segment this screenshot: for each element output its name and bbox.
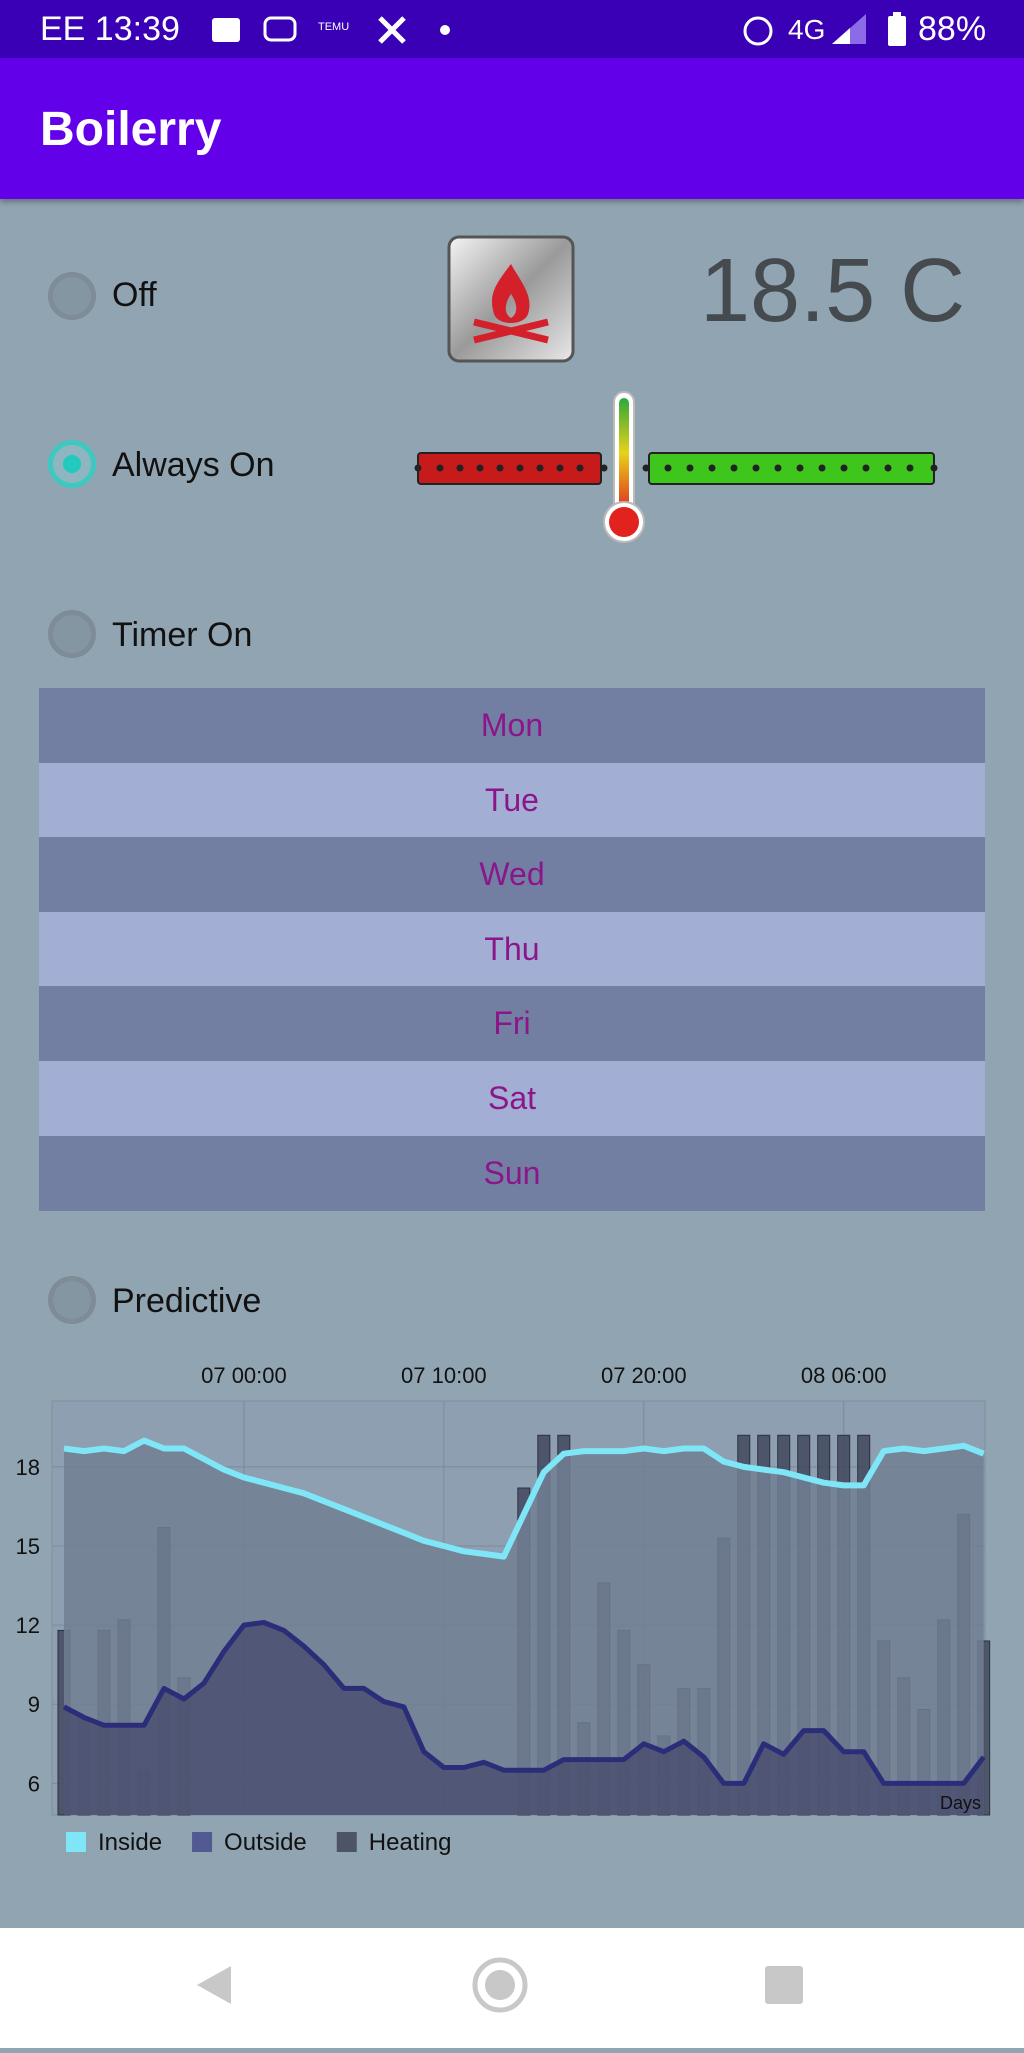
mode-label[interactable]: Predictive bbox=[112, 1282, 262, 1320]
radio-predictive[interactable] bbox=[48, 1276, 96, 1324]
app-bar: Boilerry bbox=[0, 58, 1024, 199]
series-line bbox=[62, 1620, 986, 1786]
day-row[interactable]: Sat bbox=[39, 1061, 985, 1136]
nav-buttons bbox=[197, 1957, 803, 2013]
mode-label[interactable]: Off bbox=[112, 276, 157, 314]
mode-label[interactable]: Always On bbox=[112, 446, 275, 484]
radio-off[interactable] bbox=[48, 272, 96, 320]
x-tick-label: 07 10:00 bbox=[401, 1363, 487, 1388]
y-tick-label: 6 bbox=[28, 1771, 40, 1796]
x-tick-label: 07 20:00 bbox=[601, 1363, 687, 1388]
legend-swatch bbox=[192, 1832, 213, 1852]
app-title: Boilerry bbox=[40, 103, 222, 156]
battery-icon bbox=[888, 12, 906, 46]
x-tick-label: 07 00:00 bbox=[201, 1363, 287, 1388]
legend-swatch bbox=[66, 1832, 86, 1852]
signal-icon bbox=[832, 14, 866, 44]
temperature: 18.5 C bbox=[700, 241, 966, 341]
day-row[interactable]: Thu bbox=[39, 911, 985, 987]
status-time: EE 13:39 bbox=[40, 10, 180, 48]
status-icons: TEMU bbox=[212, 16, 450, 44]
day-row[interactable]: Tue bbox=[39, 762, 985, 838]
nav-bar bbox=[0, 1928, 1024, 2048]
day-row[interactable]: Mon bbox=[39, 688, 985, 763]
y-tick-label: 18 bbox=[16, 1455, 40, 1480]
legend-label: Heating bbox=[369, 1829, 452, 1856]
y-tick-label: 9 bbox=[28, 1692, 40, 1717]
series-line bbox=[63, 1437, 985, 1560]
x-tick-label: 08 06:00 bbox=[801, 1363, 887, 1388]
day-row[interactable]: Fri bbox=[39, 986, 985, 1062]
legend-label: Outside bbox=[224, 1829, 307, 1856]
home-button[interactable] bbox=[472, 1957, 528, 2013]
back-button[interactable] bbox=[197, 1966, 231, 2004]
fire-button[interactable] bbox=[446, 234, 576, 364]
y-tick-label: 15 bbox=[16, 1534, 40, 1559]
temperature-slider[interactable] bbox=[410, 388, 950, 548]
radio-always-on[interactable] bbox=[48, 440, 96, 488]
battery: 88% bbox=[918, 10, 987, 48]
y-tick-label: 12 bbox=[16, 1613, 40, 1638]
alarm-icon bbox=[743, 16, 773, 46]
chart: 6 9 12 15 18 07 00:00 07 10:00 07 20:00 08 06:00… bbox=[16, 1363, 991, 1856]
network: 4G bbox=[788, 14, 826, 45]
svg-text:TEMU: TEMU bbox=[318, 21, 349, 33]
legend-label: Inside bbox=[98, 1829, 162, 1856]
day-row[interactable]: Sun bbox=[39, 1135, 985, 1211]
mode-label[interactable]: Timer On bbox=[112, 616, 253, 654]
recents-button[interactable] bbox=[765, 1966, 803, 2004]
home-dot bbox=[485, 1970, 515, 2000]
x-axis-label: Days bbox=[940, 1793, 981, 1813]
legend-swatch bbox=[336, 1832, 357, 1852]
day-row[interactable]: Wed bbox=[39, 837, 985, 913]
radio-timer-on[interactable] bbox=[48, 610, 96, 658]
status-bar: EE 13:39 TEMU 4G 88% bbox=[0, 0, 1024, 58]
